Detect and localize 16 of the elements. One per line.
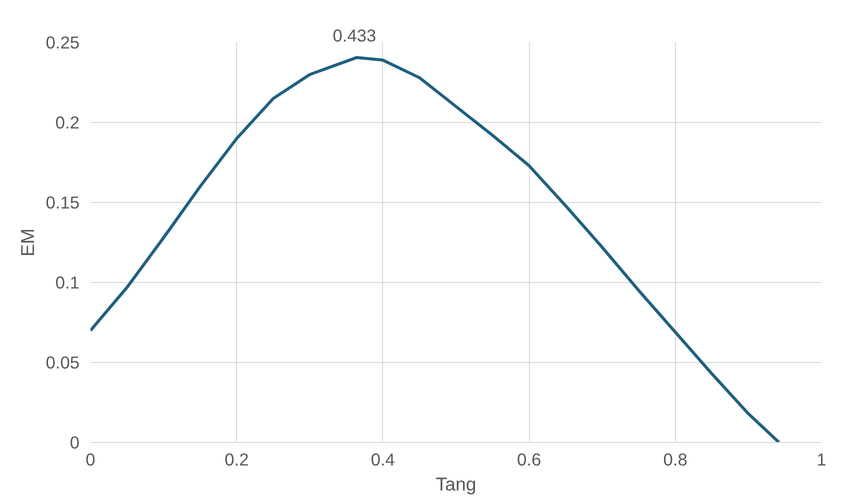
x-tick-label: 0.4 [370,450,396,470]
x-tick-label: 0.2 [224,450,249,470]
x-axis-title: Tang [436,474,476,494]
x-tick-label: 0 [86,450,96,470]
y-tick-label: 0.25 [46,32,80,52]
y-tick-label: 0.2 [55,112,80,132]
y-tick-label: 0.1 [55,272,80,292]
line-series [90,56,781,442]
x-tick-label: 0.8 [663,450,688,470]
x-tick-label: 1 [816,450,826,470]
x-tick-label: 0.6 [517,450,542,470]
annotation: 0.433 [332,26,376,46]
y-axis-title: EM [16,228,38,256]
y-tick-label: 0.05 [46,352,80,372]
y-tick-label: 0.15 [46,192,80,212]
y-tick-label: 0 [70,432,80,452]
